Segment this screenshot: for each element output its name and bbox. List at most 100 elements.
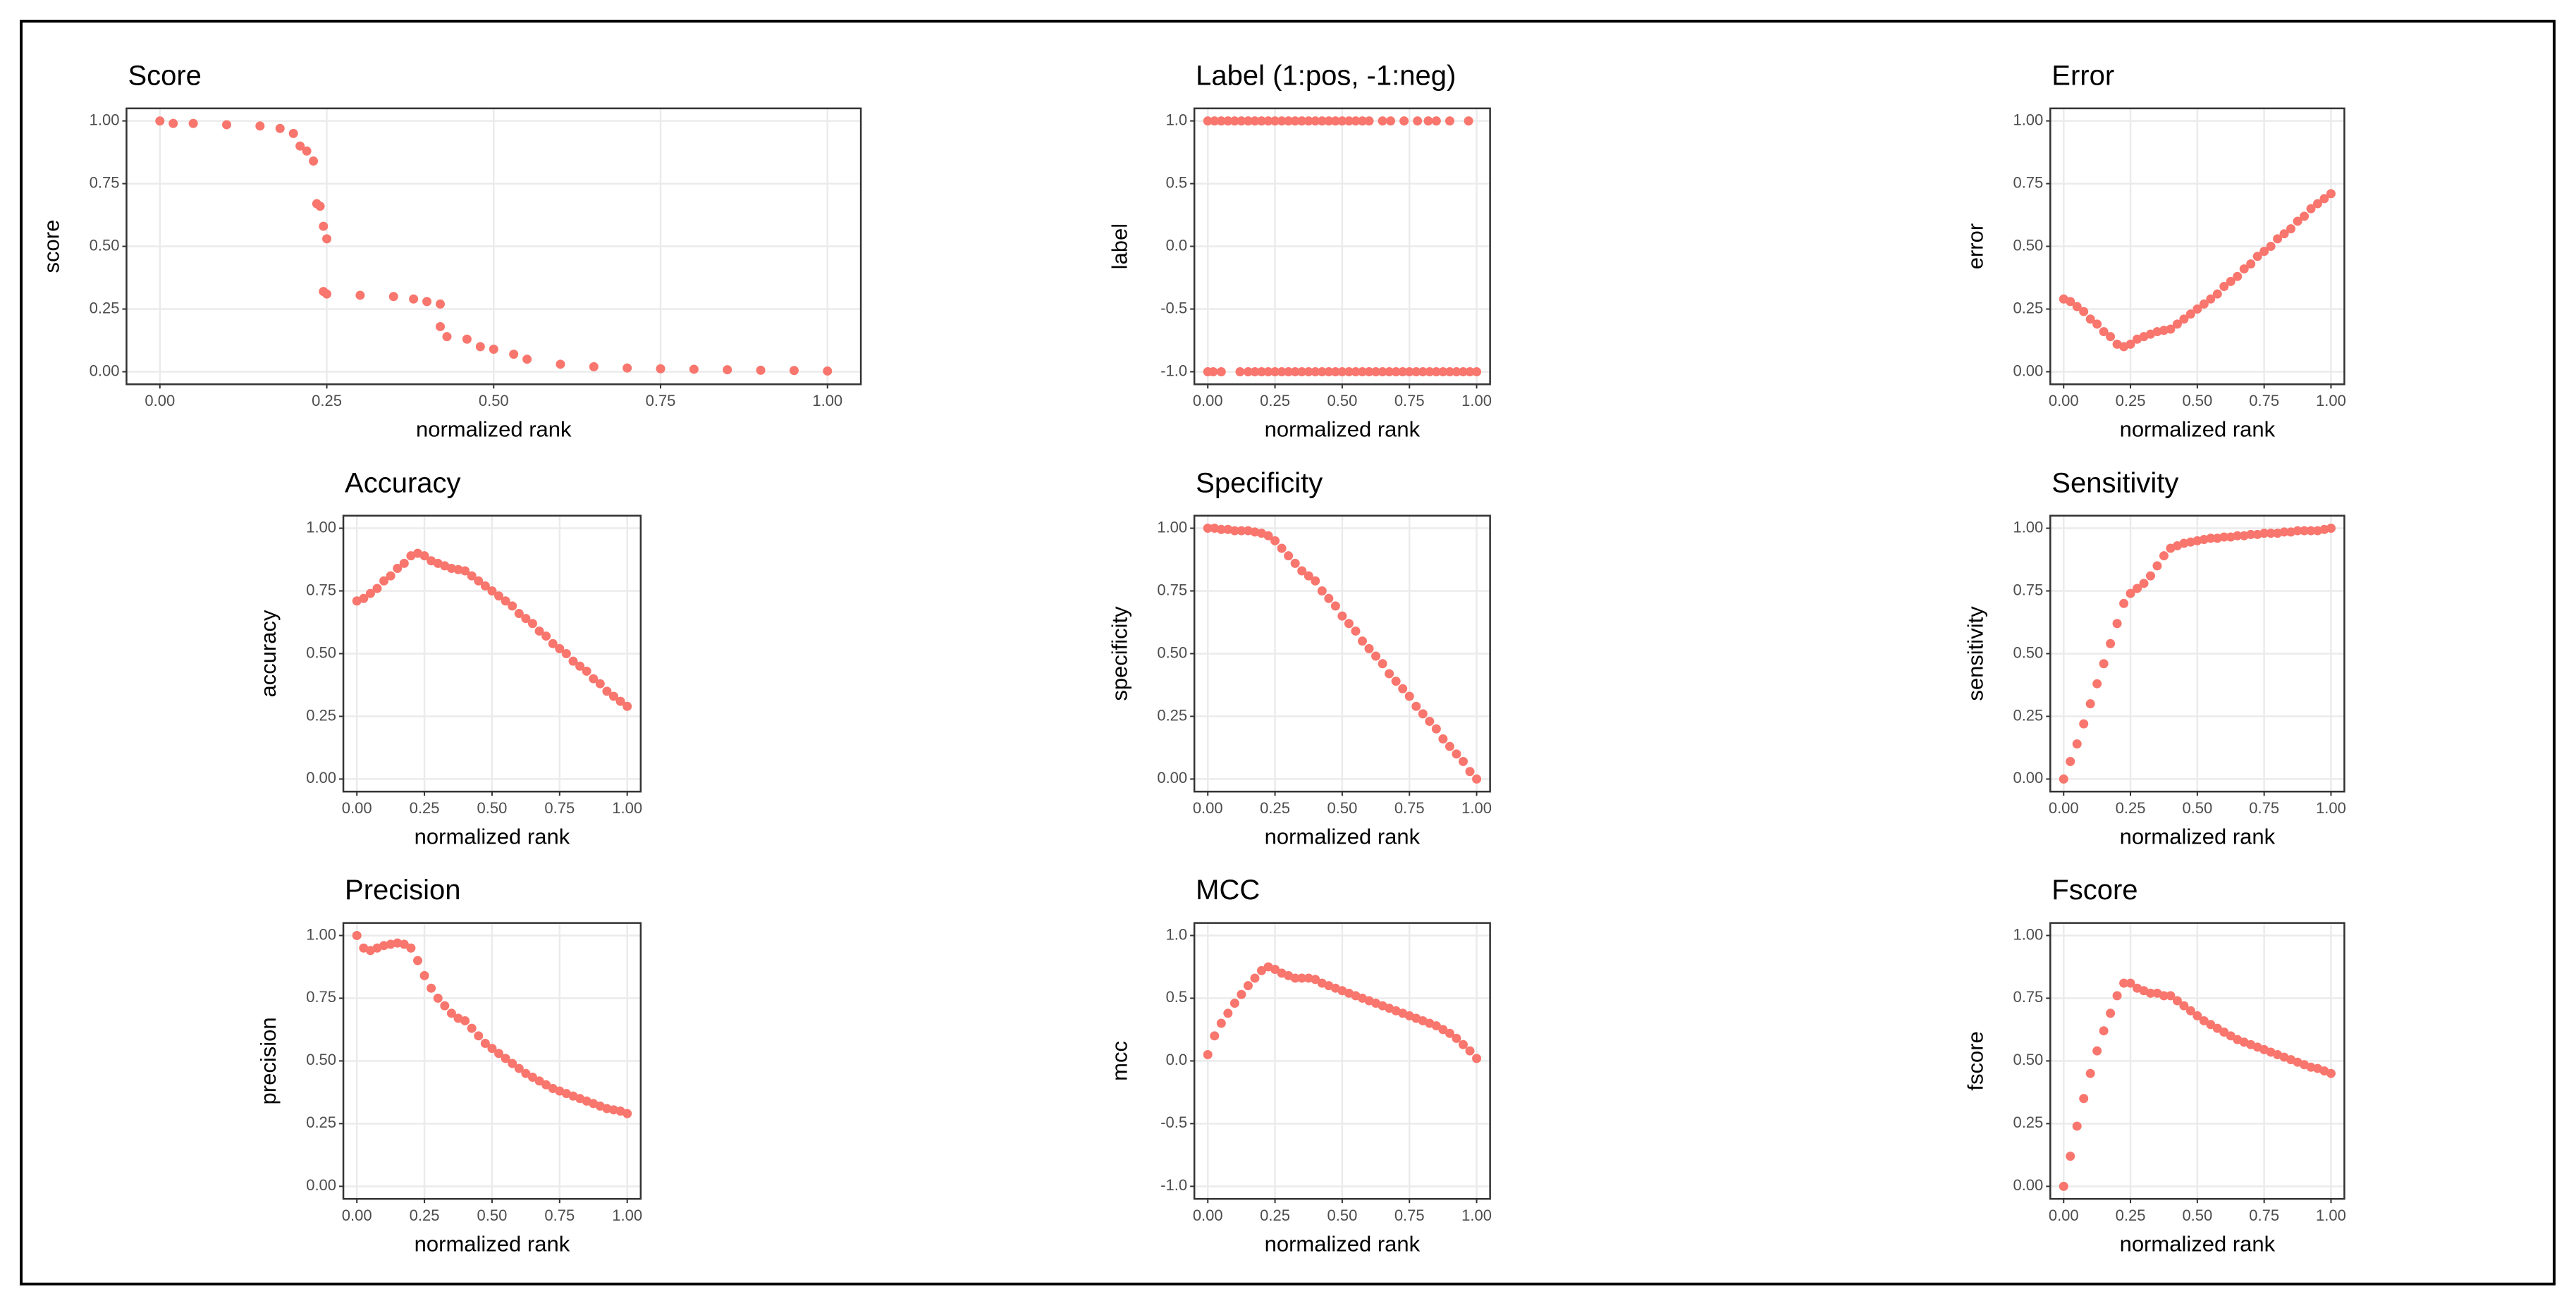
y-axis-label: specificity: [1107, 606, 1131, 701]
x-axis-label: normalized rank: [2120, 1231, 2276, 1256]
y-tick-label: 0.00: [306, 769, 336, 786]
y-tick-label: 1.00: [2013, 111, 2043, 128]
point: [2172, 996, 2182, 1006]
y-tick-label: 0.50: [2013, 1051, 2043, 1068]
point: [527, 1073, 537, 1082]
y-axis-label: score: [39, 220, 64, 273]
point: [1277, 116, 1287, 126]
point: [2179, 314, 2189, 324]
point: [2126, 339, 2135, 349]
point: [1425, 717, 1435, 727]
point: [433, 993, 443, 1003]
point: [1364, 116, 1374, 126]
x-axis-label: normalized rank: [2120, 824, 2276, 849]
x-tick-label: 0.00: [2049, 392, 2079, 409]
point: [1216, 116, 1226, 126]
point: [1344, 116, 1354, 126]
y-tick-label: 0.25: [2013, 706, 2043, 724]
point: [1445, 1028, 1454, 1038]
point: [1263, 116, 1273, 126]
point: [2192, 304, 2202, 314]
y-tick-label: 0.00: [306, 1176, 336, 1194]
point: [1423, 116, 1433, 126]
x-axis-label: normalized rank: [416, 417, 572, 441]
x-axis-label: normalized rank: [2120, 417, 2276, 441]
y-tick-label: 1.00: [306, 925, 336, 943]
x-tick-label: 0.25: [312, 392, 342, 409]
point: [2312, 199, 2322, 209]
y-tick-label: 1.00: [90, 111, 120, 128]
point: [221, 120, 231, 130]
x-axis-label: normalized rank: [415, 824, 570, 849]
point: [442, 332, 452, 342]
point: [2133, 584, 2142, 593]
point: [399, 558, 409, 568]
point: [2059, 1181, 2068, 1191]
point: [2252, 252, 2262, 261]
y-tick-label: -0.5: [1160, 299, 1187, 316]
point: [508, 1059, 517, 1068]
point: [1297, 116, 1307, 126]
point: [1250, 116, 1260, 126]
point: [1317, 586, 1327, 596]
point: [514, 1063, 524, 1073]
point: [2119, 598, 2129, 608]
x-tick-label: 1.00: [812, 392, 842, 409]
x-tick-label: 0.25: [2116, 799, 2146, 817]
point: [2079, 719, 2089, 729]
point: [1399, 116, 1409, 126]
point: [1472, 1054, 1482, 1063]
point: [1297, 566, 1307, 576]
plot-border: [1193, 514, 1491, 793]
x-tick-label: 0.25: [410, 1207, 440, 1224]
point: [1344, 619, 1354, 629]
point: [1464, 116, 1473, 126]
x-tick-label: 0.50: [1327, 799, 1357, 817]
x-tick-label: 0.75: [2249, 392, 2279, 409]
panel: 0.00 0.25 0.50 0.75 1.00 -1.0 -0.5 0.0 0.5 1.0 MCC…: [1107, 875, 1492, 1256]
point: [322, 289, 332, 299]
point: [393, 938, 403, 948]
point: [440, 1001, 450, 1011]
point: [1270, 965, 1280, 975]
chart-title: Precision: [345, 875, 461, 906]
x-tick-label: 0.50: [2182, 392, 2212, 409]
point: [2293, 216, 2302, 226]
point: [1459, 757, 1468, 767]
panel: 0.00 0.25 0.50 0.75 1.00 -1.0 -0.5 0.0 0.5 1.0 Lab…: [1107, 60, 1492, 441]
point: [2072, 739, 2082, 749]
y-axis-label: label: [1107, 223, 1131, 270]
y-tick-label: 0.25: [306, 1113, 336, 1131]
point: [399, 939, 409, 949]
point: [1364, 643, 1374, 653]
chart-title: Specificity: [1196, 467, 1323, 498]
point: [541, 631, 551, 641]
point: [522, 354, 532, 364]
point: [622, 363, 632, 373]
point: [1311, 576, 1320, 586]
panel: 0.00 0.25 0.50 0.75 1.00 0.00 0.25 0.50 0.75 1.00…: [1963, 467, 2345, 849]
point: [1304, 571, 1313, 581]
point: [1229, 999, 1239, 1008]
point: [2326, 524, 2336, 533]
point: [2233, 531, 2243, 541]
x-tick-label: 0.75: [646, 392, 676, 409]
point: [1330, 601, 1340, 611]
x-tick-label: 1.00: [1461, 392, 1492, 409]
point: [1290, 116, 1300, 126]
point: [615, 696, 625, 706]
point: [2246, 259, 2256, 269]
point: [1210, 116, 1220, 126]
point: [2085, 699, 2095, 709]
point: [534, 1076, 544, 1086]
point: [1445, 741, 1454, 751]
y-tick-label: 1.00: [1157, 518, 1187, 536]
point: [436, 299, 446, 309]
point: [1203, 116, 1213, 126]
point: [548, 638, 558, 648]
point: [393, 563, 403, 573]
point: [723, 365, 732, 375]
point: [2079, 1094, 2089, 1104]
point: [1229, 526, 1239, 536]
point: [1297, 367, 1307, 377]
